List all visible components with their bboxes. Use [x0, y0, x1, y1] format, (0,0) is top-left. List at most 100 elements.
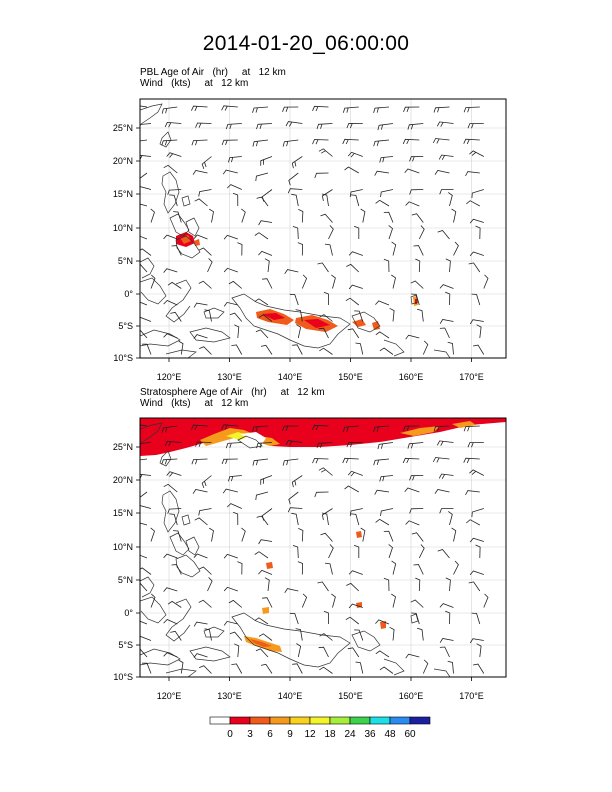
- wind-barb: [375, 300, 390, 306]
- panel2-map: 120°E 130°E 140°E 150°E 160°E 170°E 25°N…: [113, 417, 507, 701]
- wind-barb: [167, 600, 182, 608]
- wind-barb: [469, 251, 484, 257]
- wind-barb: [223, 620, 238, 626]
- wind-barb: [260, 156, 273, 166]
- wind-barb: [228, 280, 243, 289]
- panel1-lon-label: 150°E: [338, 372, 363, 382]
- wind-barb: [483, 593, 489, 608]
- wind-barb: [405, 653, 420, 659]
- wind-barb: [469, 469, 484, 476]
- wind-barb: [422, 340, 429, 355]
- wind-barb: [318, 148, 333, 157]
- panel1-coastlines: [140, 103, 451, 358]
- panel2-gridlines: [140, 418, 506, 677]
- wind-barb: [463, 106, 480, 113]
- wind-barb: [379, 347, 394, 355]
- wind-barb: [409, 189, 424, 195]
- wind-barb: [471, 508, 484, 518]
- wind-barb: [140, 582, 148, 592]
- wind-barb: [402, 138, 420, 145]
- wind-barb: [377, 123, 394, 131]
- wind-barb: [318, 327, 329, 339]
- wind-barb: [312, 458, 329, 464]
- wind-barb: [380, 508, 394, 517]
- colorbar-swatch: [229, 716, 251, 725]
- wind-barb: [413, 245, 424, 256]
- colorbar: [209, 716, 431, 725]
- wind-barb: [231, 344, 243, 355]
- wind-barb: [161, 106, 178, 114]
- wind-barb: [433, 106, 450, 113]
- wind-barb: [163, 333, 178, 339]
- wind-barb: [314, 491, 329, 498]
- wind-barb: [416, 627, 424, 641]
- wind-barb: [255, 648, 269, 658]
- colorbar-swatch: [269, 716, 291, 725]
- wind-barb: [415, 258, 421, 273]
- wind-barb: [241, 208, 246, 223]
- wind-barb: [405, 334, 420, 340]
- wind-barb: [193, 653, 208, 658]
- wind-barb: [171, 245, 182, 256]
- wind-barb: [319, 633, 333, 641]
- panel1-subtitle: Wind (kts) at 12 km: [140, 78, 249, 89]
- wind-barb: [222, 488, 238, 494]
- wind-barb: [373, 139, 390, 147]
- wind-barb: [411, 612, 420, 625]
- wind-barb: [342, 106, 359, 113]
- wind-barb: [163, 652, 178, 658]
- wind-barb: [318, 646, 329, 658]
- wind-barb: [287, 188, 303, 194]
- wind-barb: [342, 457, 359, 464]
- wind-barb: [468, 581, 481, 592]
- wind-barb: [345, 297, 360, 306]
- wind-barb: [418, 544, 425, 559]
- wind-barb: [204, 628, 212, 641]
- wind-barb: [469, 570, 484, 576]
- wind-barb: [471, 612, 481, 625]
- wind-barb: [453, 560, 459, 575]
- panel2-lat-label: 15°N: [113, 508, 133, 518]
- wind-barb: [140, 301, 148, 306]
- colorbar-swatch: [249, 716, 271, 725]
- wind-barb: [321, 508, 333, 520]
- wind-barb: [223, 586, 238, 592]
- wind-barb: [373, 458, 390, 466]
- wind-barb: [178, 659, 184, 674]
- wind-barb: [409, 508, 424, 514]
- wind-barb: [241, 527, 246, 542]
- wind-barb: [321, 193, 329, 207]
- wind-barb: [476, 324, 482, 339]
- wind-barb: [166, 471, 182, 477]
- wind-barb: [439, 646, 450, 658]
- wind-barb: [221, 424, 238, 430]
- panel2-lat-label: 20°N: [113, 475, 133, 485]
- wind-barb: [438, 154, 454, 160]
- panel1-map: 120°E 130°E 140°E 150°E 160°E 170°E 25°N…: [113, 98, 507, 382]
- wind-barb: [331, 274, 336, 289]
- wind-barb: [360, 527, 366, 542]
- wind-barb: [469, 638, 484, 644]
- wind-barb: [348, 603, 363, 609]
- wind-barb: [198, 189, 212, 197]
- panel2-lon-label: 170°E: [459, 691, 484, 701]
- wind-barb: [348, 251, 363, 256]
- wind-barb: [163, 587, 178, 592]
- wind-barb: [208, 527, 214, 542]
- wind-barb: [254, 298, 269, 306]
- wind-barb: [207, 577, 213, 592]
- wind-barb: [355, 342, 364, 355]
- wind-barb: [296, 643, 302, 658]
- wind-barb: [422, 659, 429, 674]
- wind-barb: [321, 512, 329, 526]
- wind-barb: [140, 505, 152, 509]
- wind-barb: [391, 560, 397, 575]
- wind-barb: [252, 139, 269, 147]
- wind-barb: [451, 208, 457, 223]
- wind-barb: [379, 666, 394, 674]
- wind-barb: [223, 553, 238, 559]
- panel2-lon-label: 120°E: [157, 691, 182, 701]
- wind-barb: [318, 467, 333, 476]
- wind-barb: [140, 424, 148, 427]
- wind-barb: [173, 530, 182, 542]
